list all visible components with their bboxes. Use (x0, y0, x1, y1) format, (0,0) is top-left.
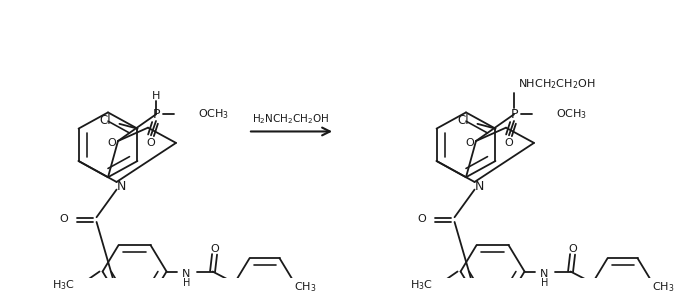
Text: P: P (510, 108, 518, 121)
Text: O: O (108, 138, 116, 148)
Text: $\mathsf{H_3C}$: $\mathsf{H_3C}$ (52, 278, 75, 292)
Text: O: O (466, 138, 475, 148)
Text: P: P (152, 108, 160, 121)
Text: H: H (541, 278, 548, 288)
Text: $\mathsf{NHCH_2CH_2OH}$: $\mathsf{NHCH_2CH_2OH}$ (518, 77, 596, 91)
Text: O: O (417, 214, 426, 224)
Text: H: H (152, 91, 160, 101)
Text: Cl: Cl (100, 114, 111, 128)
Text: $\mathsf{CH_3}$: $\mathsf{CH_3}$ (294, 280, 316, 292)
Text: O: O (568, 244, 577, 254)
Text: N: N (182, 270, 191, 279)
Text: O: O (505, 138, 513, 148)
Text: N: N (540, 270, 549, 279)
Text: H: H (183, 278, 190, 288)
Text: $\mathsf{OCH_3}$: $\mathsf{OCH_3}$ (198, 107, 229, 121)
Text: O: O (147, 138, 155, 148)
Text: N: N (475, 180, 484, 193)
Text: O: O (59, 214, 68, 224)
Text: O: O (210, 244, 219, 254)
Text: Cl: Cl (458, 114, 469, 128)
Text: $\mathsf{H_2NCH_2CH_2OH}$: $\mathsf{H_2NCH_2CH_2OH}$ (252, 112, 330, 126)
Text: N: N (117, 180, 127, 193)
Text: $\mathsf{CH_3}$: $\mathsf{CH_3}$ (651, 280, 674, 292)
Text: $\mathsf{H_3C}$: $\mathsf{H_3C}$ (410, 278, 433, 292)
Text: $\mathsf{OCH_3}$: $\mathsf{OCH_3}$ (556, 107, 587, 121)
